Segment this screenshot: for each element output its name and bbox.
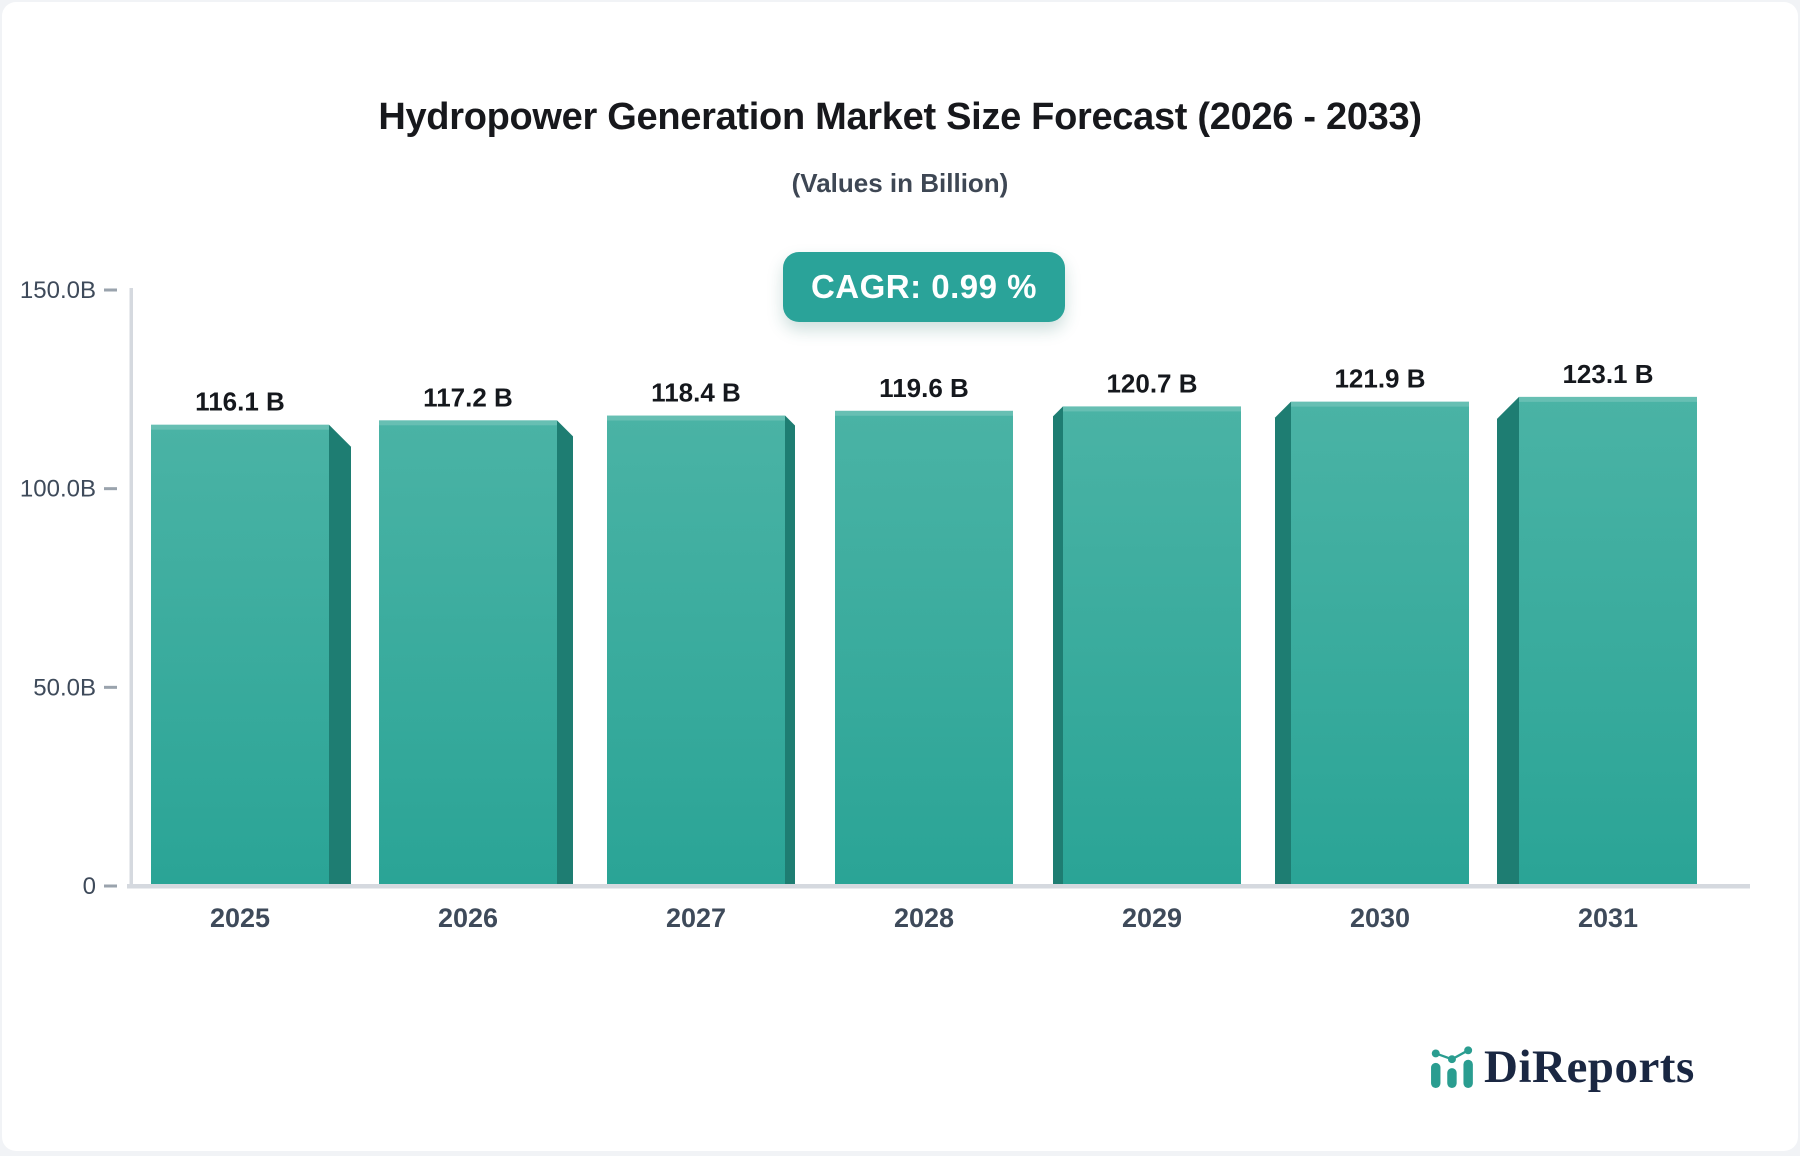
x-axis-label-2029: 2029 <box>1122 903 1182 933</box>
bar-2027[interactable] <box>607 415 785 886</box>
chart-subtitle: (Values in Billion) <box>791 168 1009 198</box>
y-axis-line <box>129 288 133 888</box>
x-axis-line <box>127 884 1750 889</box>
bar-value-label-2031: 123.1 B <box>1562 359 1653 389</box>
cagr-badge: CAGR: 0.99 % <box>783 252 1065 322</box>
bar-value-label-2029: 120.7 B <box>1106 368 1197 398</box>
bar-2026[interactable] <box>379 420 557 886</box>
x-axis-label-2031: 2031 <box>1578 903 1638 933</box>
bar-2025[interactable] <box>151 424 329 886</box>
bar-group-2026[interactable]: 117.2 B 2026 <box>379 382 573 933</box>
x-axis-label-2027: 2027 <box>666 903 726 933</box>
bar-group-2030[interactable]: 121.9 B 2030 <box>1275 364 1469 933</box>
bar-value-label-2025: 116.1 B <box>195 387 285 417</box>
bar-value-label-2026: 117.2 B <box>423 382 513 412</box>
bar-group-2027[interactable]: 118.4 B 2027 <box>607 378 795 933</box>
bar-top-edge-2025 <box>151 424 329 430</box>
bar-group-2028[interactable]: 119.6 B 2028 <box>835 373 1013 933</box>
bar-2030[interactable] <box>1291 401 1469 886</box>
brand-logo: DiReports <box>1430 1034 1695 1090</box>
bar-side-2025 <box>329 424 351 886</box>
y-tick-label-100.0B: 100.0B <box>20 476 96 503</box>
y-tick-150.0B <box>104 288 117 292</box>
bar-top-edge-2029 <box>1063 406 1241 412</box>
bar-top-edge-2027 <box>607 415 785 421</box>
bar-top-edge-2031 <box>1519 396 1697 402</box>
bar-group-2031[interactable]: 123.1 B 2031 <box>1497 359 1697 933</box>
bar-side-2027 <box>785 415 795 886</box>
bar-value-label-2027: 118.4 B <box>651 378 741 408</box>
x-axis-label-2025: 2025 <box>210 903 270 933</box>
y-tick-0 <box>104 884 117 888</box>
y-tick-label-0: 0 <box>83 873 96 900</box>
x-axis-label-2030: 2030 <box>1350 903 1410 933</box>
bar-value-label-2028: 119.6 B <box>879 373 969 403</box>
chart-title: Hydropower Generation Market Size Foreca… <box>378 96 1422 138</box>
y-tick-50.0B <box>104 685 117 689</box>
bar-side-2029 <box>1053 406 1063 886</box>
bar-top-edge-2028 <box>835 410 1013 416</box>
y-tick-label-150.0B: 150.0B <box>20 277 96 304</box>
bar-side-2031 <box>1497 396 1519 886</box>
bar-side-2030 <box>1275 401 1291 886</box>
bar-value-label-2030: 121.9 B <box>1334 364 1425 394</box>
bar-top-edge-2030 <box>1291 401 1469 407</box>
bar-chart-trend-icon <box>1431 1046 1473 1088</box>
x-axis-label-2026: 2026 <box>438 903 498 933</box>
bar-2031[interactable] <box>1519 396 1697 886</box>
bar-top-edge-2026 <box>379 420 557 426</box>
brand-logo-text: DiReports <box>1484 1040 1695 1093</box>
bar-2028[interactable] <box>835 410 1013 886</box>
bar-group-2029[interactable]: 120.7 B 2029 <box>1053 368 1241 933</box>
bar-2029[interactable] <box>1063 406 1241 886</box>
bar-group-2025[interactable]: 116.1 B 2025 <box>151 387 351 933</box>
cagr-badge-label: CAGR: 0.99 % <box>810 268 1038 305</box>
bar-side-2026 <box>557 420 573 886</box>
x-axis-label-2028: 2028 <box>894 903 954 933</box>
y-tick-100.0B <box>104 487 117 491</box>
y-tick-label-50.0B: 50.0B <box>33 674 96 701</box>
